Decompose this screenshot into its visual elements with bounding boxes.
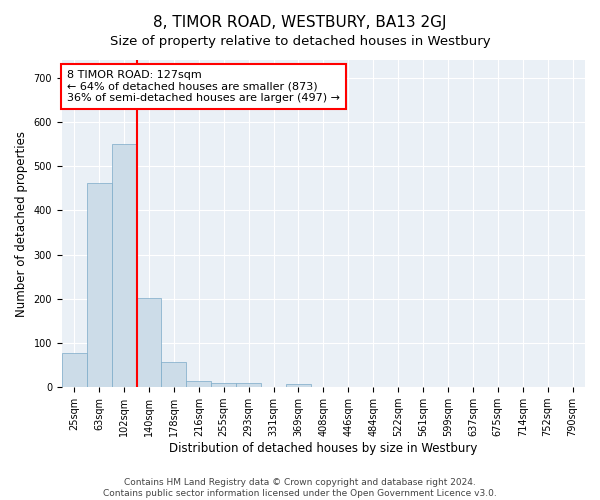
Text: Size of property relative to detached houses in Westbury: Size of property relative to detached ho… xyxy=(110,35,490,48)
Bar xyxy=(112,144,137,387)
Bar xyxy=(286,384,311,387)
Bar xyxy=(236,383,261,387)
Y-axis label: Number of detached properties: Number of detached properties xyxy=(15,130,28,316)
Bar xyxy=(62,352,86,387)
Text: 8 TIMOR ROAD: 127sqm
← 64% of detached houses are smaller (873)
36% of semi-deta: 8 TIMOR ROAD: 127sqm ← 64% of detached h… xyxy=(67,70,340,103)
Bar xyxy=(187,380,211,387)
Bar xyxy=(86,183,112,387)
Bar xyxy=(137,298,161,387)
X-axis label: Distribution of detached houses by size in Westbury: Distribution of detached houses by size … xyxy=(169,442,478,455)
Bar xyxy=(161,362,187,387)
Text: Contains HM Land Registry data © Crown copyright and database right 2024.
Contai: Contains HM Land Registry data © Crown c… xyxy=(103,478,497,498)
Text: 8, TIMOR ROAD, WESTBURY, BA13 2GJ: 8, TIMOR ROAD, WESTBURY, BA13 2GJ xyxy=(153,15,447,30)
Bar xyxy=(211,383,236,387)
